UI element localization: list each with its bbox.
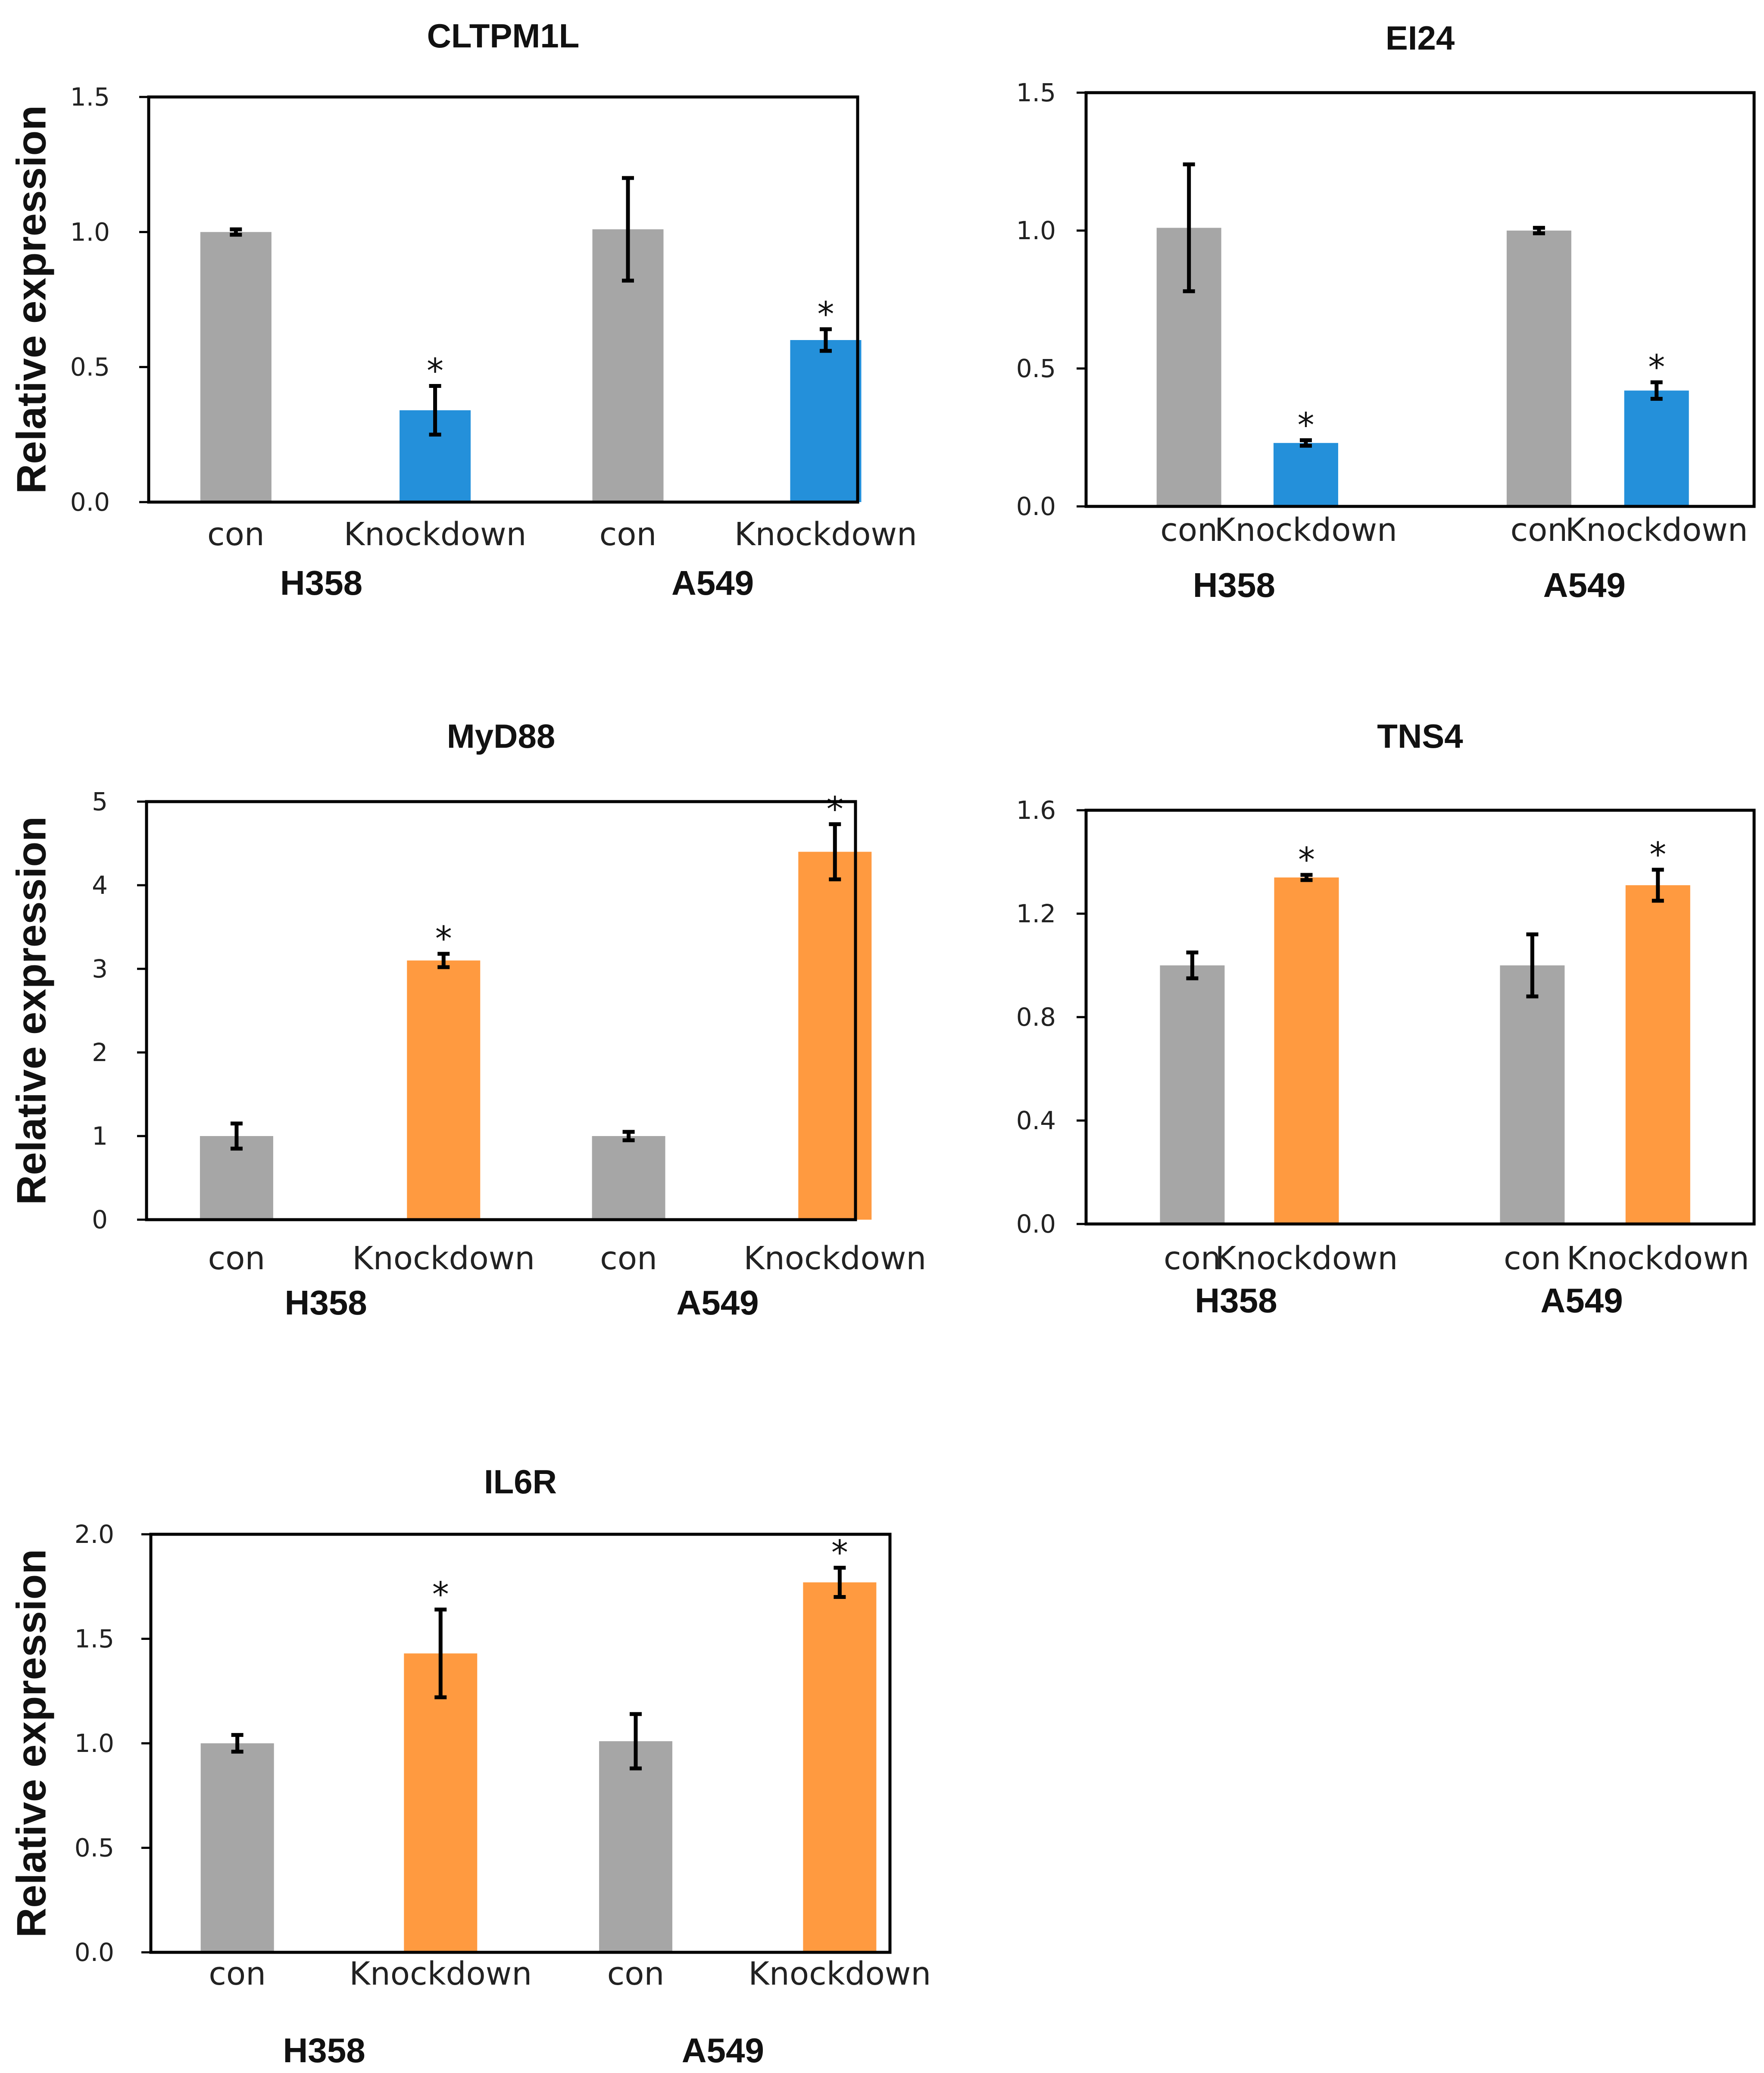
x-tick-label: con — [599, 516, 657, 553]
x-tick-label: con — [1504, 1240, 1561, 1277]
x-tick-label: Knockdown — [734, 516, 917, 553]
y-tick-label: 0 — [92, 1205, 108, 1234]
group-label-a549: A549 — [671, 564, 754, 602]
y-tick-label: 0.4 — [1016, 1106, 1056, 1135]
y-tick-label: 2 — [92, 1038, 108, 1067]
y-tick-label: 1.5 — [75, 1624, 114, 1654]
bar-knockdown — [1273, 443, 1338, 506]
bar-knockdown — [1624, 390, 1689, 506]
group-label-a549: A549 — [676, 1283, 759, 1322]
chart-title: IL6R — [484, 1463, 557, 1501]
group-label-a549: A549 — [1540, 1281, 1623, 1320]
x-tick-label: Knockdown — [344, 516, 527, 553]
y-tick-label: 2.0 — [75, 1520, 114, 1549]
bar-knockdown — [1274, 877, 1339, 1224]
bar-con — [200, 232, 272, 502]
x-tick-label: Knockdown — [1215, 1240, 1398, 1277]
x-tick-label: Knockdown — [748, 1955, 931, 1992]
x-tick-label: Knockdown — [1565, 512, 1748, 549]
chart-panel-il6r: IL6R Relative expression 0.0 0.5 1.0 1.5 2.0 co… — [8, 1463, 931, 2070]
group-label-h358: H358 — [283, 2031, 365, 2070]
chart-title: CLTPM1L — [427, 17, 580, 55]
y-tick-label: 0.0 — [75, 1938, 114, 1967]
bar-con — [1500, 965, 1565, 1224]
y-tick-label: 4 — [92, 871, 108, 900]
chart-title: TNS4 — [1377, 717, 1463, 755]
y-tick-label: 3 — [92, 954, 108, 983]
y-tick-label: 1.6 — [1016, 796, 1056, 825]
y-tick-label: 0.0 — [1016, 1209, 1056, 1239]
plot-frame — [145, 800, 857, 1221]
group-label-a549: A549 — [1543, 566, 1626, 604]
x-tick-label: con — [209, 1955, 266, 1992]
x-tick-label: con — [1164, 1240, 1221, 1277]
bar-con — [1506, 231, 1571, 506]
y-tick-label: 1.5 — [1016, 78, 1056, 107]
chart-title: EI24 — [1386, 19, 1455, 57]
y-tick-label: 0.0 — [70, 487, 110, 517]
significance-marker: * — [817, 295, 834, 334]
y-tick-label: 5 — [92, 787, 108, 816]
significance-marker: * — [827, 790, 843, 829]
bar-knockdown — [803, 1582, 877, 1952]
y-tick-label: 1.2 — [1016, 899, 1056, 928]
x-tick-label: con — [208, 1240, 265, 1277]
y-tick-label: 0.5 — [1016, 354, 1056, 383]
significance-marker: * — [432, 1576, 449, 1614]
significance-marker: * — [1648, 348, 1665, 387]
x-tick-label: con — [1510, 512, 1567, 549]
y-tick-label: 0.5 — [70, 353, 110, 382]
bar-con — [1160, 965, 1225, 1224]
group-label-h358: H358 — [285, 1283, 367, 1322]
plot-frame — [149, 1533, 892, 1954]
plot-frame — [1084, 91, 1756, 508]
x-tick-label: Knockdown — [352, 1240, 535, 1277]
group-label-h358: H358 — [1195, 1281, 1277, 1320]
x-tick-label: Knockdown — [1215, 512, 1397, 549]
bar-knockdown — [1625, 885, 1690, 1224]
significance-marker: * — [1649, 836, 1666, 874]
y-axis-label: Relative expression — [8, 816, 54, 1205]
y-tick-label: 0.8 — [1016, 1002, 1056, 1032]
chart-title: MyD88 — [447, 717, 555, 755]
significance-marker: * — [427, 352, 443, 391]
bar-con — [200, 1743, 274, 1952]
bar-knockdown — [790, 340, 862, 502]
y-tick-label: 1.0 — [70, 217, 110, 247]
significance-marker: * — [1297, 406, 1314, 445]
chart-panel-cltpm1l: CLTPM1L Relative expression 0.0 0.5 1.0 1.5 co… — [8, 17, 917, 602]
x-tick-label: Knockdown — [349, 1955, 532, 1992]
x-tick-label: con — [607, 1955, 665, 1992]
bar-knockdown — [407, 960, 481, 1220]
y-tick-label: 1.0 — [75, 1729, 114, 1758]
bar-knockdown — [404, 1653, 478, 1952]
bar-knockdown — [798, 852, 872, 1220]
x-tick-label: con — [1160, 512, 1218, 549]
y-axis-label: Relative expression — [8, 105, 54, 494]
x-tick-label: Knockdown — [743, 1240, 926, 1277]
significance-marker: * — [831, 1534, 848, 1573]
bar-con — [599, 1741, 673, 1952]
plot-frame — [147, 95, 859, 504]
significance-marker: * — [435, 920, 452, 958]
x-tick-label: con — [600, 1240, 657, 1277]
y-tick-label: 1.0 — [1016, 216, 1056, 245]
x-tick-label: con — [207, 516, 265, 553]
group-label-h358: H358 — [280, 564, 362, 602]
y-axis-label: Relative expression — [8, 1549, 54, 1938]
significance-marker: * — [1298, 841, 1315, 880]
y-tick-label: 1.5 — [70, 82, 110, 112]
chart-panel-myd88: MyD88 Relative expression 0 1 2 3 4 5 con * Knockd… — [8, 717, 926, 1322]
group-label-h358: H358 — [1193, 566, 1275, 604]
y-tick-label: 1 — [92, 1121, 108, 1151]
bar-con — [592, 1136, 665, 1220]
y-tick-label: 0.0 — [1016, 492, 1056, 521]
group-label-a549: A549 — [682, 2031, 764, 2070]
x-tick-label: Knockdown — [1567, 1240, 1749, 1277]
y-tick-label: 0.5 — [75, 1833, 114, 1863]
plot-frame — [1084, 809, 1756, 1226]
